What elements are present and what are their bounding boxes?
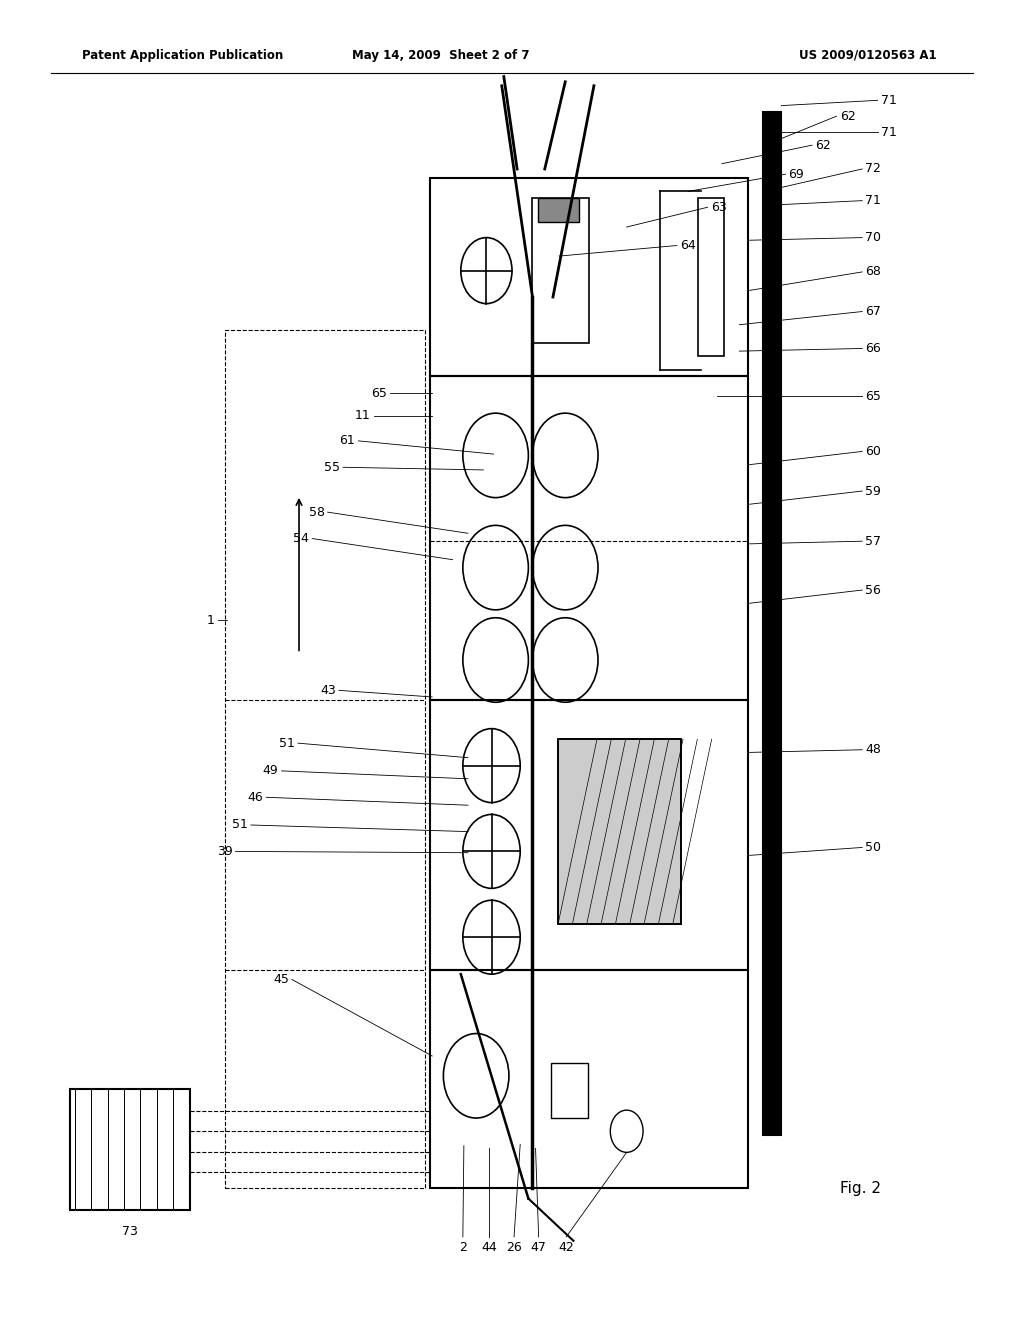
Text: 1: 1: [207, 614, 215, 627]
Circle shape: [463, 729, 520, 803]
Text: 71: 71: [865, 194, 882, 207]
Text: 44: 44: [481, 1241, 498, 1254]
Circle shape: [463, 413, 528, 498]
Text: 26: 26: [506, 1241, 522, 1254]
Text: 56: 56: [865, 583, 882, 597]
Text: 73: 73: [122, 1225, 138, 1238]
Text: 59: 59: [865, 484, 882, 498]
Text: 65: 65: [865, 389, 882, 403]
Text: 50: 50: [865, 841, 882, 854]
Text: 60: 60: [865, 445, 882, 458]
Text: 49: 49: [263, 764, 279, 777]
Text: 70: 70: [865, 231, 882, 244]
Text: 51: 51: [279, 737, 295, 750]
Text: 11: 11: [355, 409, 371, 422]
Text: 65: 65: [371, 387, 387, 400]
Text: May 14, 2009  Sheet 2 of 7: May 14, 2009 Sheet 2 of 7: [351, 49, 529, 62]
Bar: [558, 739, 681, 924]
Text: 58: 58: [308, 506, 325, 519]
Text: 61: 61: [340, 434, 355, 447]
Text: 46: 46: [248, 791, 263, 804]
Circle shape: [463, 900, 520, 974]
Circle shape: [532, 413, 598, 498]
Circle shape: [443, 1034, 509, 1118]
Text: 72: 72: [865, 162, 882, 176]
Bar: [225, 330, 425, 1188]
Text: 71: 71: [881, 125, 897, 139]
Text: 71: 71: [881, 94, 897, 107]
Bar: [430, 376, 748, 700]
Bar: [763, 112, 781, 1135]
Text: 55: 55: [324, 461, 340, 474]
Text: 69: 69: [788, 168, 804, 181]
Text: 67: 67: [865, 305, 882, 318]
Text: 66: 66: [865, 342, 881, 355]
Text: 42: 42: [558, 1241, 574, 1254]
Text: 54: 54: [293, 532, 309, 545]
Text: US 2009/0120563 A1: US 2009/0120563 A1: [799, 49, 936, 62]
Text: 51: 51: [231, 818, 248, 832]
Bar: [70, 1089, 190, 1210]
Bar: [430, 700, 748, 970]
Bar: [551, 1063, 588, 1118]
Text: 2: 2: [459, 1241, 467, 1254]
Bar: [430, 970, 748, 1188]
Circle shape: [461, 238, 512, 304]
Text: 63: 63: [711, 201, 726, 214]
Text: 43: 43: [321, 684, 336, 697]
Bar: [430, 178, 748, 376]
Text: Fig. 2: Fig. 2: [840, 1180, 881, 1196]
Text: 62: 62: [840, 110, 855, 123]
Text: 47: 47: [530, 1241, 547, 1254]
Circle shape: [463, 618, 528, 702]
Circle shape: [532, 618, 598, 702]
Bar: [538, 198, 579, 222]
Circle shape: [463, 814, 520, 888]
Text: 62: 62: [815, 139, 830, 152]
Text: 48: 48: [865, 743, 882, 756]
Text: 68: 68: [865, 265, 882, 279]
Text: 45: 45: [272, 973, 289, 986]
Circle shape: [610, 1110, 643, 1152]
Bar: [698, 198, 724, 356]
Bar: [558, 739, 681, 924]
Bar: [532, 198, 589, 343]
Text: 39: 39: [217, 845, 232, 858]
Circle shape: [532, 525, 598, 610]
Text: 64: 64: [680, 239, 695, 252]
Text: Patent Application Publication: Patent Application Publication: [82, 49, 284, 62]
Circle shape: [463, 525, 528, 610]
Text: 57: 57: [865, 535, 882, 548]
